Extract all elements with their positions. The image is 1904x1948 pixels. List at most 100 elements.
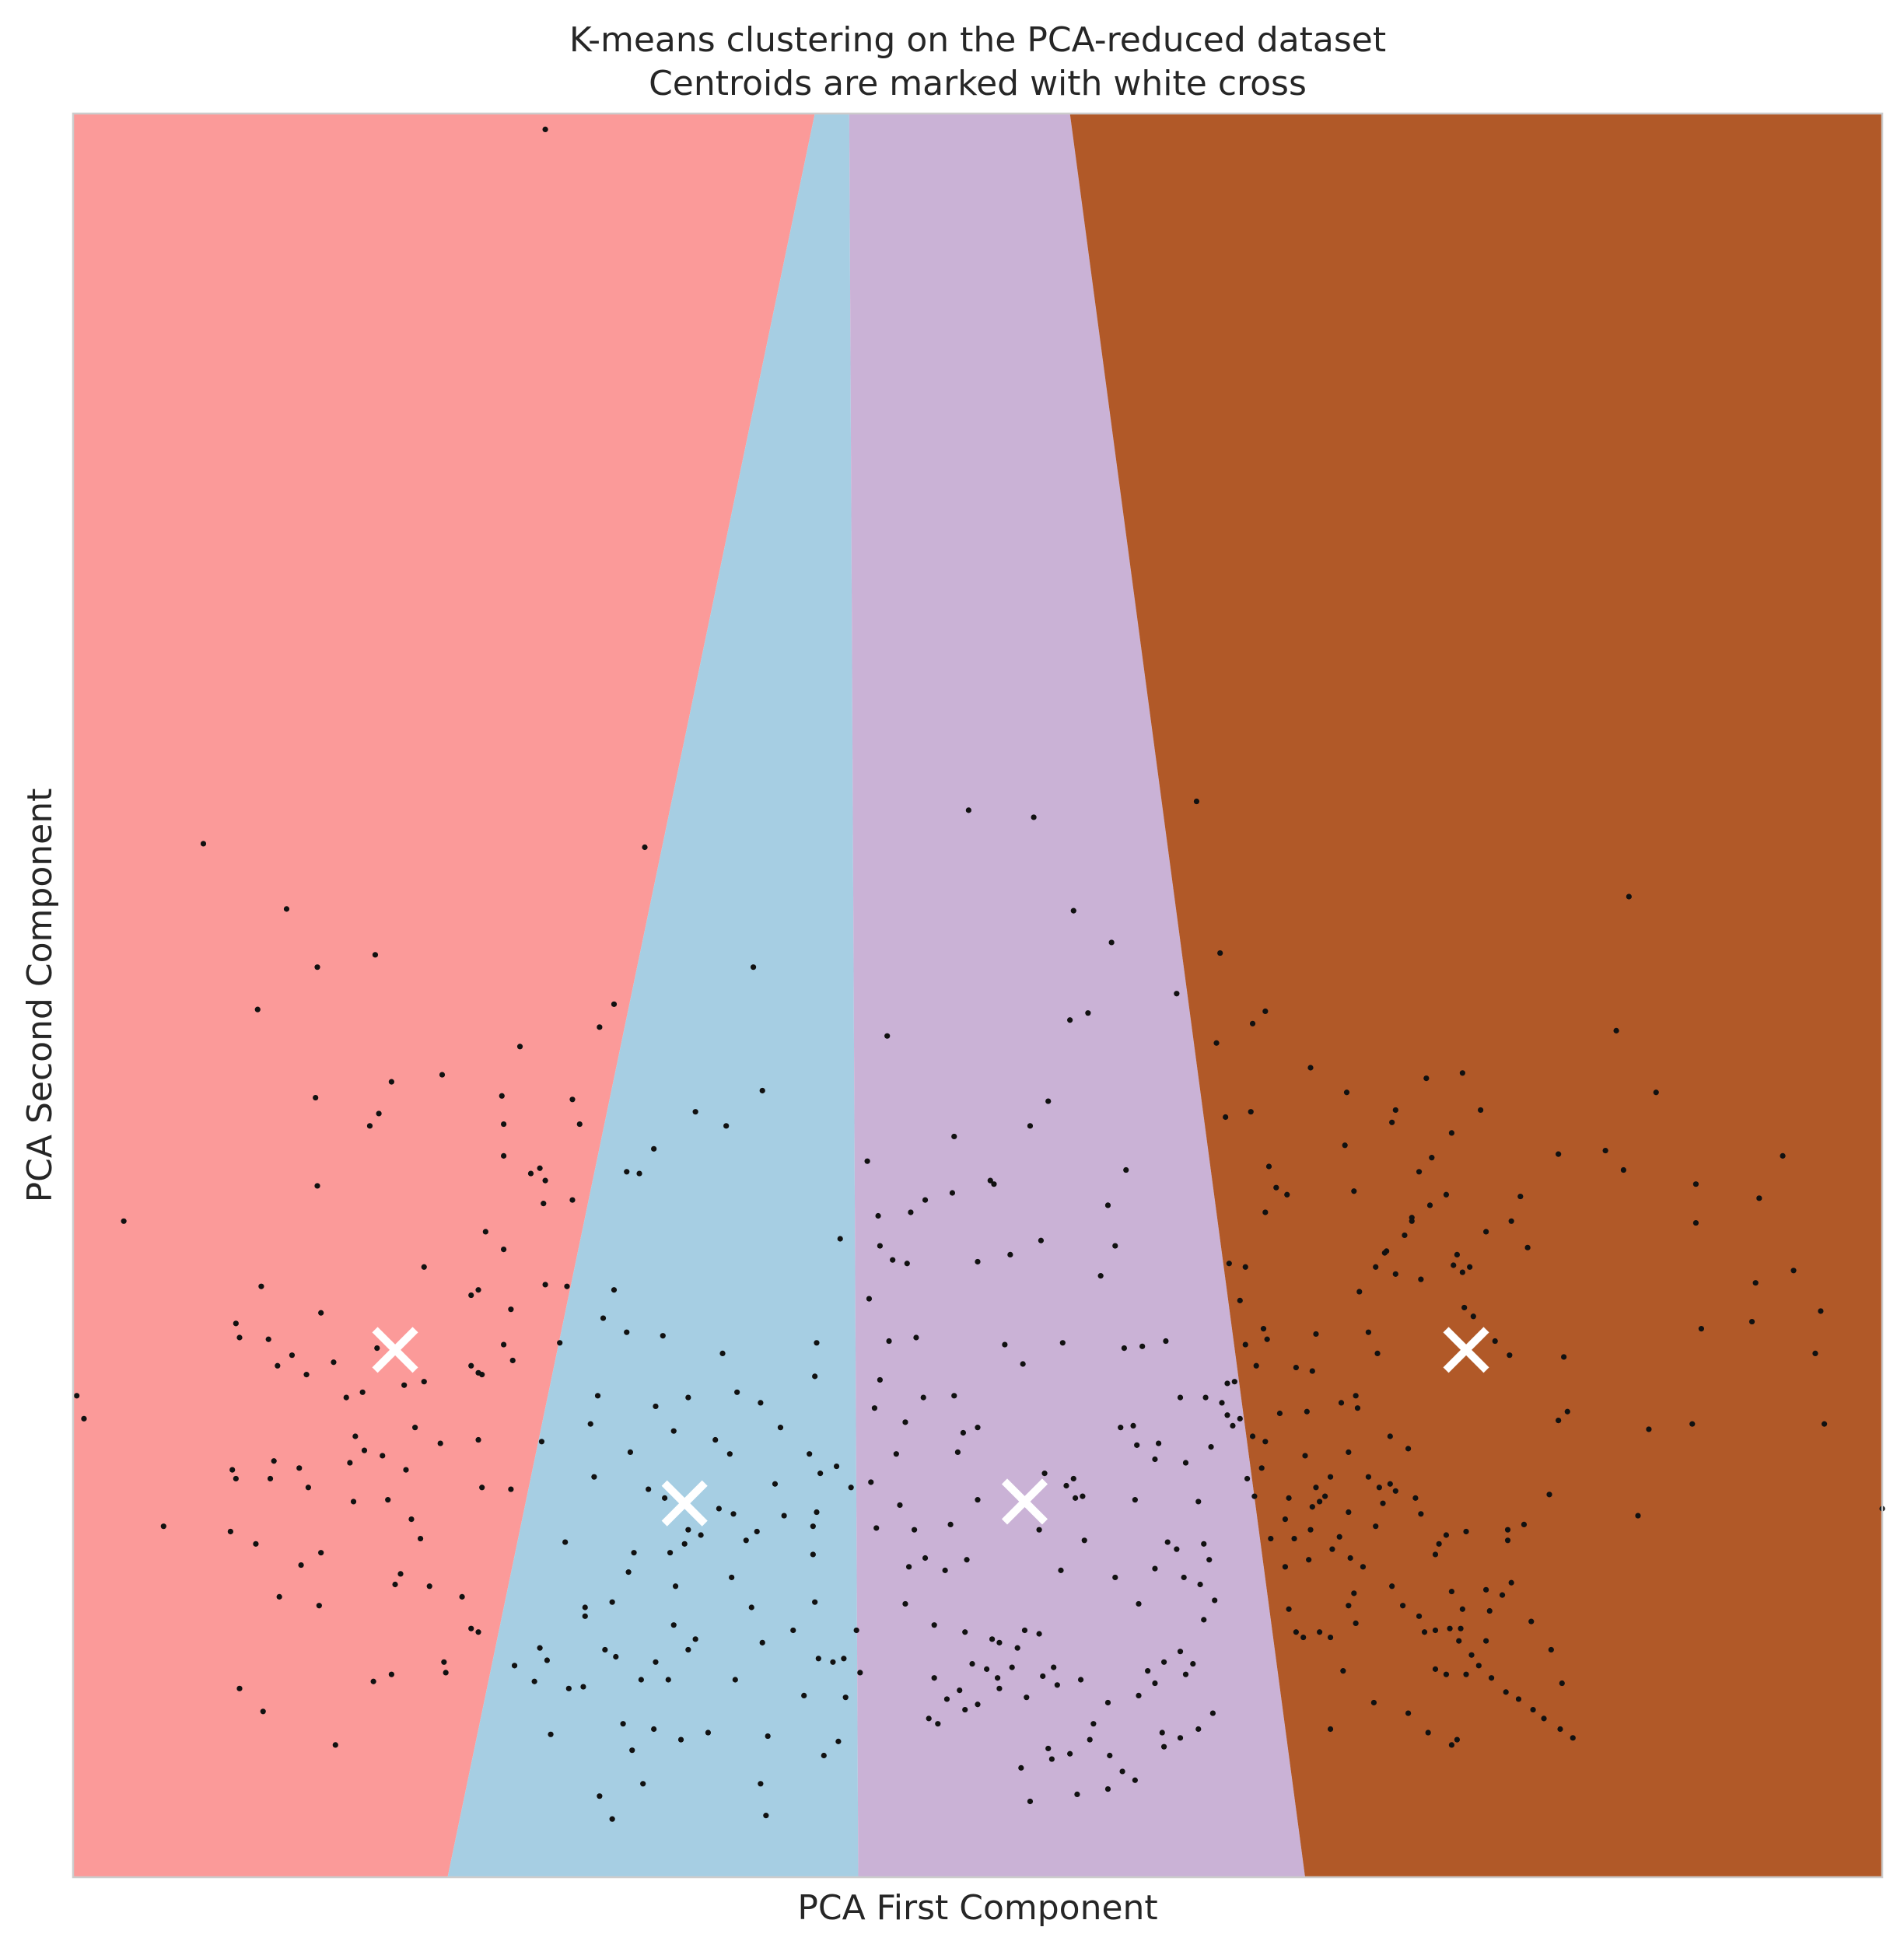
data-point bbox=[692, 1109, 698, 1115]
data-point bbox=[908, 1209, 914, 1215]
data-point bbox=[1058, 1567, 1064, 1573]
data-point bbox=[611, 1001, 618, 1007]
data-point bbox=[1293, 1629, 1299, 1635]
centroid-cross-marker bbox=[372, 1327, 418, 1373]
data-point bbox=[636, 1170, 642, 1177]
data-point bbox=[1309, 1504, 1315, 1510]
data-point bbox=[318, 1310, 324, 1316]
data-point bbox=[1177, 1649, 1184, 1655]
data-point bbox=[1321, 1493, 1328, 1499]
data-point bbox=[1370, 1699, 1377, 1706]
data-point bbox=[1443, 1671, 1450, 1677]
data-point bbox=[376, 1110, 382, 1117]
data-point bbox=[352, 1433, 359, 1439]
region-cluster-1 bbox=[73, 114, 815, 1877]
data-point bbox=[777, 1425, 784, 1431]
data-point bbox=[1340, 1668, 1346, 1674]
data-point bbox=[624, 1329, 630, 1335]
data-point bbox=[1242, 1341, 1248, 1348]
data-point bbox=[1365, 1474, 1372, 1480]
data-point bbox=[624, 1169, 630, 1175]
data-point bbox=[975, 1497, 981, 1503]
data-point bbox=[1400, 1603, 1406, 1609]
data-point bbox=[1195, 1726, 1202, 1733]
data-point bbox=[1546, 1492, 1552, 1498]
data-point bbox=[1409, 1218, 1415, 1224]
data-point bbox=[1313, 1485, 1319, 1491]
data-point bbox=[1387, 1481, 1393, 1487]
data-point bbox=[1389, 1119, 1395, 1125]
data-point bbox=[475, 1287, 481, 1293]
data-point bbox=[408, 1516, 415, 1523]
data-point bbox=[468, 1625, 474, 1631]
data-point bbox=[1202, 1394, 1209, 1401]
data-point bbox=[1262, 1439, 1269, 1445]
data-point bbox=[81, 1415, 87, 1422]
data-point bbox=[1515, 1696, 1522, 1702]
data-point bbox=[1132, 1777, 1138, 1783]
data-point bbox=[926, 1715, 932, 1722]
data-point bbox=[1139, 1343, 1146, 1349]
data-point bbox=[814, 1509, 820, 1516]
data-point bbox=[758, 1781, 764, 1787]
data-point bbox=[685, 1527, 691, 1533]
data-point bbox=[475, 1436, 481, 1443]
data-point bbox=[734, 1389, 740, 1395]
data-point bbox=[1201, 1617, 1207, 1623]
data-point bbox=[1024, 1694, 1030, 1701]
data-point bbox=[817, 1471, 824, 1477]
region-cluster-3 bbox=[849, 114, 1306, 1877]
data-point bbox=[653, 1403, 659, 1410]
data-point bbox=[1486, 1607, 1493, 1614]
data-point bbox=[975, 1258, 981, 1265]
data-point bbox=[527, 1170, 534, 1177]
data-point bbox=[848, 1485, 854, 1491]
data-point bbox=[1463, 1671, 1469, 1677]
data-point bbox=[821, 1752, 827, 1759]
data-point bbox=[1570, 1735, 1576, 1741]
data-point bbox=[479, 1372, 485, 1378]
data-point bbox=[305, 1485, 311, 1491]
data-point bbox=[1306, 1557, 1312, 1563]
data-point bbox=[537, 1645, 543, 1651]
data-point bbox=[890, 1257, 896, 1263]
data-point bbox=[1692, 1181, 1699, 1187]
data-point bbox=[236, 1334, 243, 1341]
data-point bbox=[1059, 1340, 1066, 1346]
data-point bbox=[1432, 1627, 1439, 1634]
data-point bbox=[698, 1532, 704, 1538]
data-point bbox=[1620, 1166, 1626, 1173]
data-point bbox=[439, 1072, 446, 1078]
data-point bbox=[499, 1093, 505, 1099]
data-point bbox=[629, 1747, 635, 1754]
data-point bbox=[1260, 1326, 1267, 1332]
data-point bbox=[1508, 1579, 1514, 1586]
data-point bbox=[1376, 1485, 1382, 1491]
data-point bbox=[1503, 1689, 1509, 1695]
data-point bbox=[906, 1564, 912, 1570]
centroid-cross-marker bbox=[661, 1480, 708, 1527]
data-point bbox=[459, 1593, 465, 1600]
data-point bbox=[421, 1264, 427, 1270]
data-point bbox=[1429, 1155, 1435, 1161]
data-point bbox=[1752, 1280, 1759, 1286]
data-point bbox=[508, 1306, 514, 1313]
centroid-cross-stroke bbox=[1001, 1478, 1048, 1525]
data-point bbox=[275, 1362, 281, 1369]
data-point bbox=[1226, 1261, 1232, 1267]
data-point bbox=[1451, 1262, 1457, 1268]
data-point bbox=[392, 1581, 398, 1588]
data-point bbox=[1145, 1668, 1151, 1674]
data-point bbox=[229, 1467, 236, 1473]
data-point bbox=[1244, 1475, 1251, 1482]
data-point bbox=[1483, 1638, 1489, 1644]
data-point bbox=[1447, 1625, 1453, 1631]
data-point bbox=[1209, 1710, 1216, 1716]
data-point bbox=[871, 1405, 878, 1411]
data-point bbox=[1027, 1798, 1034, 1805]
data-point bbox=[417, 1535, 424, 1542]
data-point bbox=[640, 1781, 646, 1787]
data-point bbox=[873, 1525, 880, 1531]
data-point bbox=[1635, 1513, 1641, 1519]
data-point bbox=[1132, 1497, 1138, 1503]
